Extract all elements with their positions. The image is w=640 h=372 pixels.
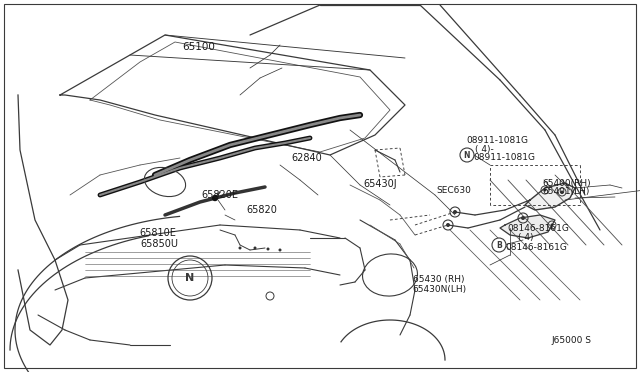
Text: 65400(RH): 65400(RH) xyxy=(543,179,591,187)
Text: 08146-8161G: 08146-8161G xyxy=(507,224,569,232)
Circle shape xyxy=(561,190,563,193)
Text: 65850U: 65850U xyxy=(141,239,179,248)
Text: 08911-1081G: 08911-1081G xyxy=(466,136,528,145)
Polygon shape xyxy=(525,183,575,210)
Polygon shape xyxy=(500,215,555,238)
Text: 62840: 62840 xyxy=(291,153,322,163)
Text: 65820: 65820 xyxy=(246,205,277,215)
Circle shape xyxy=(239,247,241,250)
Circle shape xyxy=(521,216,525,220)
Text: 08146-8161G: 08146-8161G xyxy=(505,243,567,251)
Circle shape xyxy=(492,238,506,252)
Circle shape xyxy=(460,148,474,162)
Circle shape xyxy=(253,247,257,250)
Text: 65430J: 65430J xyxy=(364,179,397,189)
Text: 65401(LH): 65401(LH) xyxy=(543,187,590,196)
Text: 08911-1081G: 08911-1081G xyxy=(473,153,535,161)
Circle shape xyxy=(550,224,554,227)
Text: ( 4)-: ( 4)- xyxy=(475,145,493,154)
Text: 65430N(LH): 65430N(LH) xyxy=(413,285,467,294)
Circle shape xyxy=(212,196,218,201)
Text: N: N xyxy=(186,273,195,283)
Circle shape xyxy=(266,247,269,250)
Text: B: B xyxy=(496,241,502,250)
Text: 65810E: 65810E xyxy=(140,228,177,237)
Circle shape xyxy=(446,223,450,227)
Text: ( 4): ( 4) xyxy=(518,233,534,242)
Text: N: N xyxy=(464,151,470,160)
Circle shape xyxy=(453,210,457,214)
Text: J65000 S: J65000 S xyxy=(552,336,591,345)
Text: 65820E: 65820E xyxy=(202,190,239,200)
Text: SEC630: SEC630 xyxy=(436,186,471,195)
Circle shape xyxy=(278,248,282,251)
Text: 65430 (RH): 65430 (RH) xyxy=(413,275,464,284)
Circle shape xyxy=(543,189,547,192)
Text: 65100: 65100 xyxy=(182,42,215,51)
